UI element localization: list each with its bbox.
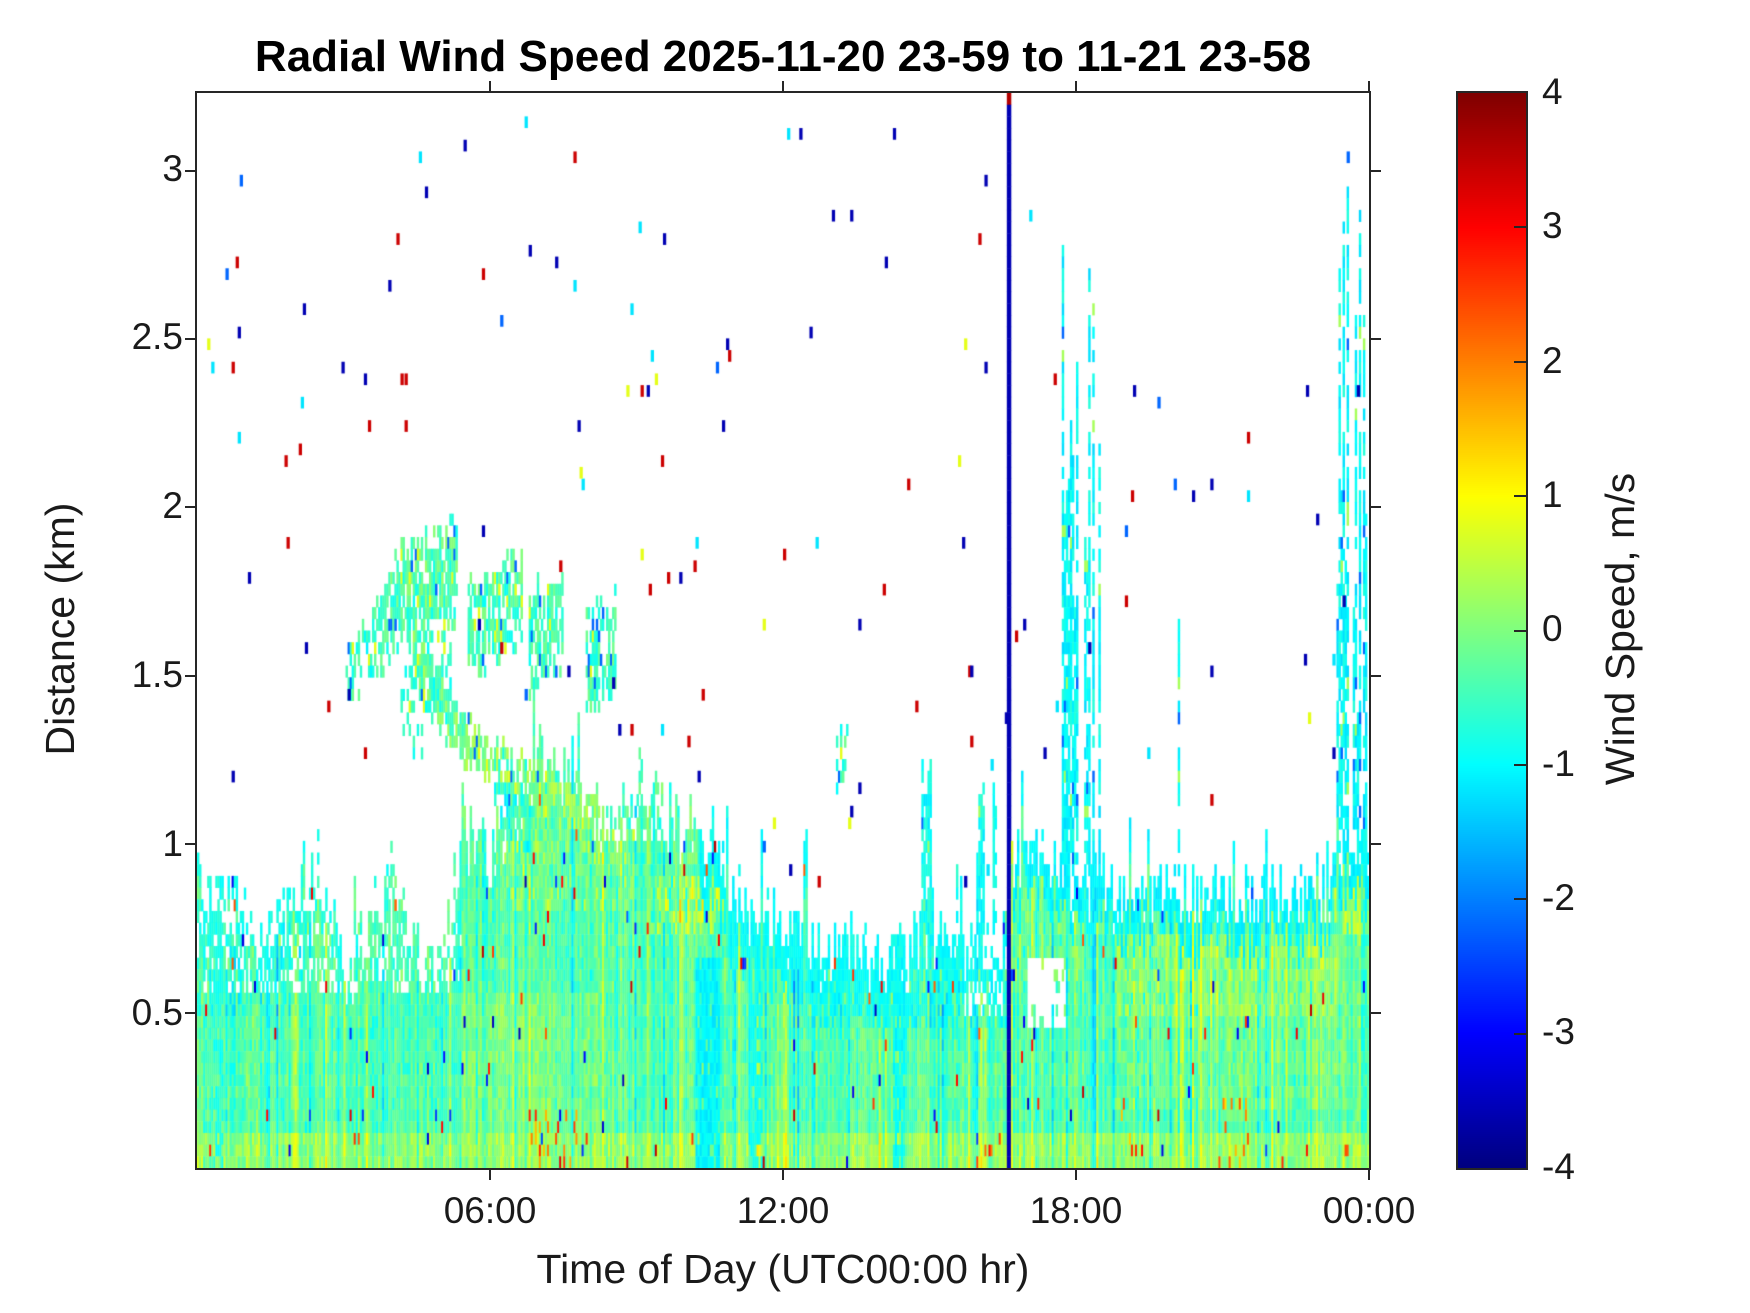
tick-mark [1371,1012,1381,1014]
y-axis-label: Distance (km) [37,502,83,756]
tick-mark [1514,226,1526,228]
x-axis-label: Time of Day (UTC00:00 hr) [536,1246,1030,1292]
tick-mark [1371,843,1381,845]
tick-mark [1371,338,1381,340]
tick-mark [1514,630,1526,632]
tick-mark [782,81,784,91]
y-tick-label-2: 2 [162,485,183,526]
y-tick-label-2p5: 2.5 [131,316,183,357]
cb-tick-label-0: 0 [1542,608,1563,649]
tick-mark [185,170,195,172]
chart-title: Radial Wind Speed 2025-11-20 23-59 to 11… [254,32,1312,81]
y-tick-label-3: 3 [162,148,183,189]
cb-tick-label-m3: -3 [1542,1011,1575,1052]
tick-mark [1514,361,1526,363]
cb-tick-label-3: 3 [1542,205,1563,246]
y-tick-label-1: 1 [162,823,183,864]
tick-mark [489,1170,491,1180]
tick-mark [1075,1170,1077,1180]
cb-tick-label-4: 4 [1542,71,1563,112]
x-tick-label-1200: 12:00 [736,1190,830,1231]
tick-mark [1514,495,1526,497]
tick-mark [185,506,195,508]
tick-mark [185,675,195,677]
x-tick-label-1800: 18:00 [1029,1190,1123,1231]
tick-mark [1514,898,1526,900]
x-tick-label-0600: 06:00 [443,1190,537,1231]
tick-mark [185,338,195,340]
cb-tick-label-m1: -1 [1542,743,1575,784]
tick-mark [489,81,491,91]
heatmap-canvas [197,93,1369,1168]
tick-mark [185,843,195,845]
cb-tick-label-2: 2 [1542,340,1563,381]
tick-mark [1368,81,1370,91]
y-tick-label-0p5: 0.5 [131,992,183,1033]
colorbar-label: Wind Speed, m/s [1597,472,1643,786]
tick-mark [1371,506,1381,508]
tick-mark [1368,1170,1370,1180]
tick-mark [1371,170,1381,172]
cb-tick-label-1: 1 [1542,474,1563,515]
tick-mark [1514,764,1526,766]
x-tick-label-0000: 00:00 [1322,1190,1416,1231]
cb-tick-label-m4: -4 [1542,1146,1575,1187]
tick-mark [782,1170,784,1180]
y-tick-label-1p5: 1.5 [131,654,183,695]
tick-mark [1075,81,1077,91]
tick-mark [1514,1033,1526,1035]
tick-mark [1371,675,1381,677]
tick-mark [185,1012,195,1014]
cb-tick-label-m2: -2 [1542,877,1575,918]
